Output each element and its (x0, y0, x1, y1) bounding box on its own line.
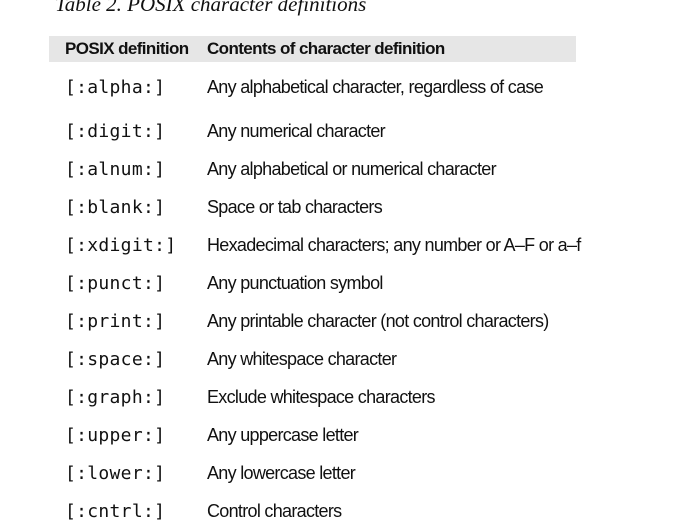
posix-class-description: Any punctuation symbol (207, 272, 383, 293)
table-row: [:lower:] Any lowercase letter (49, 454, 576, 492)
table-row: [:alpha:] Any alphabetical character, re… (49, 62, 576, 112)
table-row: [:xdigit:] Hexadecimal characters; any n… (49, 226, 581, 264)
posix-class-description: Control characters (207, 500, 342, 521)
table-row: [:blank:] Space or tab characters (49, 188, 576, 226)
posix-class-description: Any whitespace character (207, 348, 397, 369)
posix-class-description: Any printable character (not control cha… (207, 310, 549, 331)
caption-label: Table 2. (55, 0, 122, 16)
posix-class-description: Hexadecimal characters; any number or A–… (207, 234, 581, 255)
posix-class-code: [:space:] (65, 348, 166, 370)
table-row: [:upper:] Any uppercase letter (49, 416, 576, 454)
table-caption: Table 2. POSIX character definitions (55, 0, 367, 16)
column-header-posix-definition: POSIX definition (65, 39, 189, 58)
column-header-contents: Contents of character definition (207, 39, 445, 58)
posix-class-code: [:alpha:] (65, 76, 166, 98)
posix-class-description: Exclude whitespace characters (207, 386, 436, 407)
table-row: [:punct:] Any punctuation symbol (49, 264, 576, 302)
posix-class-code: [:lower:] (65, 462, 166, 484)
posix-class-code: [:xdigit:] (65, 234, 177, 256)
table-row: [:digit:] Any numerical character (49, 112, 576, 150)
table-body: [:alpha:] Any alphabetical character, re… (49, 62, 581, 530)
table-row: [:alnum:] Any alphabetical or numerical … (49, 150, 576, 188)
table-row: [:space:] Any whitespace character (49, 340, 576, 378)
posix-class-code: [:alnum:] (65, 158, 166, 180)
table-row: [:graph:] Exclude whitespace characters (49, 378, 576, 416)
posix-class-description: Any numerical character (207, 120, 386, 141)
posix-class-description: Any lowercase letter (207, 462, 356, 483)
posix-class-code: [:blank:] (65, 196, 166, 218)
posix-class-description: Space or tab characters (207, 196, 383, 217)
posix-class-code: [:digit:] (65, 120, 166, 142)
table-header: POSIX definition Contents of character d… (49, 36, 576, 62)
table-row: [:print:] Any printable character (not c… (49, 302, 576, 340)
posix-class-code: [:cntrl:] (65, 500, 166, 522)
table-header-row: POSIX definition Contents of character d… (49, 36, 576, 62)
posix-class-description: Any alphabetical or numerical character (207, 158, 497, 179)
posix-class-code: [:print:] (65, 310, 166, 332)
posix-class-description: Any alphabetical character, regardless o… (207, 76, 544, 97)
posix-class-code: [:upper:] (65, 424, 166, 446)
caption-text: POSIX character definitions (127, 0, 367, 16)
posix-class-code: [:graph:] (65, 386, 166, 408)
table-row: [:cntrl:] Control characters (49, 492, 576, 530)
posix-class-description: Any uppercase letter (207, 424, 359, 445)
posix-class-code: [:punct:] (65, 272, 166, 294)
posix-character-table: POSIX definition Contents of character d… (49, 36, 581, 530)
